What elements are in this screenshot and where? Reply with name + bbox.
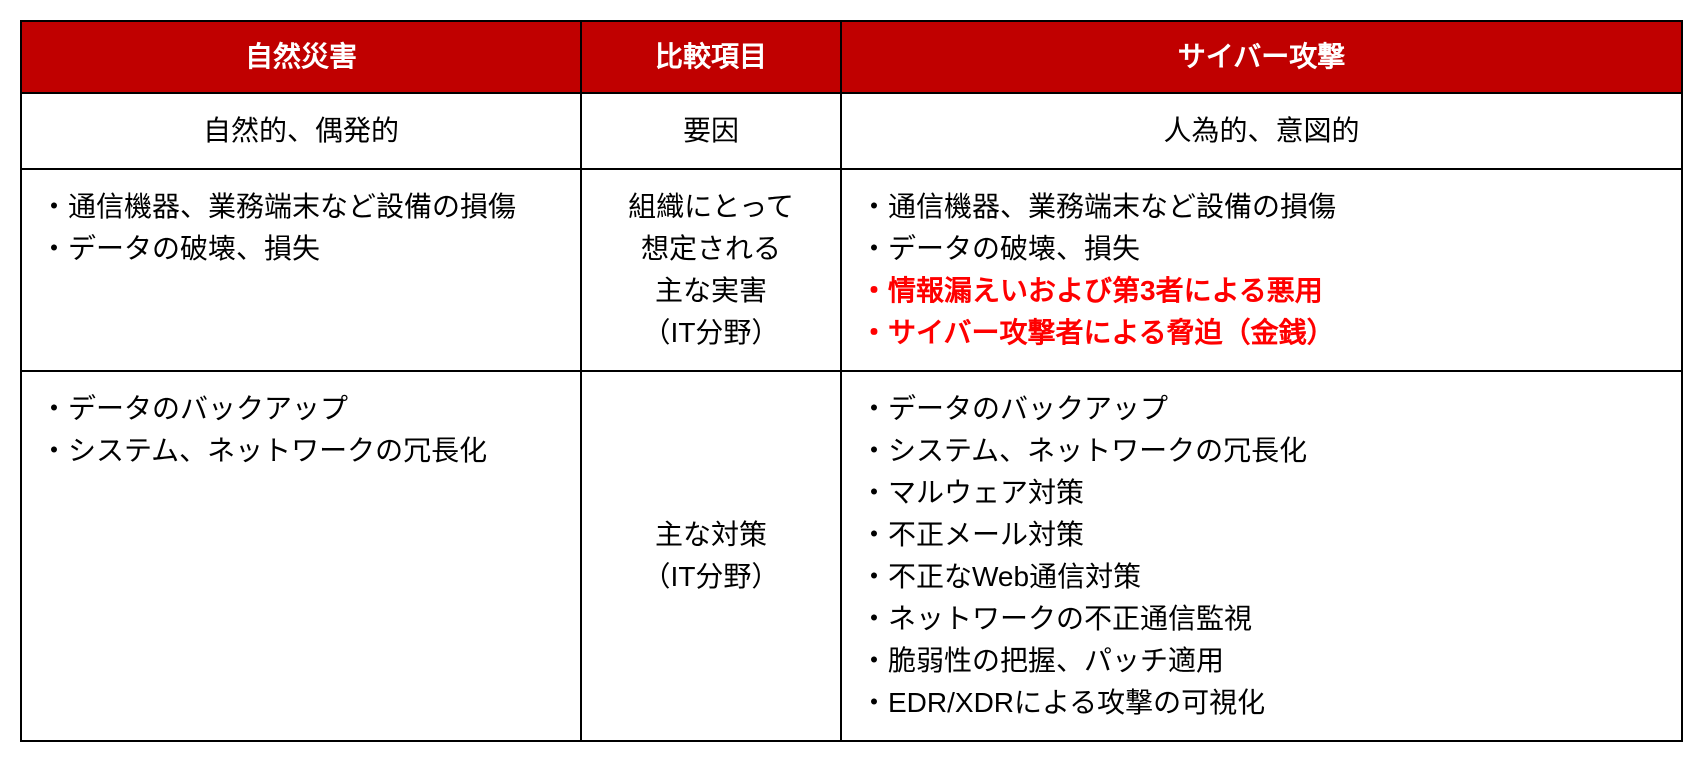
cell-natural: 自然的、偶発的	[21, 93, 581, 169]
table-row: 自然的、偶発的要因人為的、意図的	[21, 93, 1682, 169]
cell-line: ・通信機器、業務端末など設備の損傷	[860, 186, 1663, 228]
table-row: ・データのバックアップ・システム、ネットワークの冗長化主な対策（IT分野）・デー…	[21, 371, 1682, 741]
cell-line: 自然的、偶発的	[40, 110, 562, 152]
cell-natural: ・通信機器、業務端末など設備の損傷・データの破壊、損失	[21, 169, 581, 371]
cell-compare: 要因	[581, 93, 841, 169]
cell-line: 組織にとって	[600, 186, 822, 228]
cell-line: 主な実害	[600, 270, 822, 312]
cell-line: ・情報漏えいおよび第3者による悪用	[860, 270, 1663, 312]
cell-line: ・通信機器、業務端末など設備の損傷	[40, 186, 562, 228]
cell-line: ・サイバー攻撃者による脅迫（金銭）	[860, 312, 1663, 354]
cell-line: ・データのバックアップ	[860, 388, 1663, 430]
cell-cyber: ・データのバックアップ・システム、ネットワークの冗長化・マルウェア対策・不正メー…	[841, 371, 1682, 741]
cell-natural: ・データのバックアップ・システム、ネットワークの冗長化	[21, 371, 581, 741]
cell-cyber: 人為的、意図的	[841, 93, 1682, 169]
cell-line: ・脆弱性の把握、パッチ適用	[860, 640, 1663, 682]
cell-line: ・システム、ネットワークの冗長化	[860, 430, 1663, 472]
cell-line: （IT分野）	[600, 556, 822, 598]
cell-line: 主な対策	[600, 514, 822, 556]
cell-line: ・不正なWeb通信対策	[860, 556, 1663, 598]
cell-line: ・データの破壊、損失	[860, 228, 1663, 270]
table-row: ・通信機器、業務端末など設備の損傷・データの破壊、損失組織にとって想定される主な…	[21, 169, 1682, 371]
cell-compare: 主な対策（IT分野）	[581, 371, 841, 741]
table-body: 自然的、偶発的要因人為的、意図的・通信機器、業務端末など設備の損傷・データの破壊…	[21, 93, 1682, 741]
cell-cyber: ・通信機器、業務端末など設備の損傷・データの破壊、損失・情報漏えいおよび第3者に…	[841, 169, 1682, 371]
cell-compare: 組織にとって想定される主な実害（IT分野）	[581, 169, 841, 371]
cell-line: ・システム、ネットワークの冗長化	[40, 430, 562, 472]
cell-line: 人為的、意図的	[860, 110, 1663, 152]
header-natural-disaster: 自然災害	[21, 21, 581, 93]
header-comparison-item: 比較項目	[581, 21, 841, 93]
cell-line: ・データの破壊、損失	[40, 228, 562, 270]
table-header-row: 自然災害 比較項目 サイバー攻撃	[21, 21, 1682, 93]
cell-line: ・データのバックアップ	[40, 388, 562, 430]
header-cyber-attack: サイバー攻撃	[841, 21, 1682, 93]
cell-line: ・マルウェア対策	[860, 472, 1663, 514]
cell-line: ・EDR/XDRによる攻撃の可視化	[860, 682, 1663, 724]
comparison-table: 自然災害 比較項目 サイバー攻撃 自然的、偶発的要因人為的、意図的・通信機器、業…	[20, 20, 1683, 742]
cell-line: （IT分野）	[600, 312, 822, 354]
cell-line: 要因	[600, 110, 822, 152]
cell-line: 想定される	[600, 228, 822, 270]
cell-line: ・ネットワークの不正通信監視	[860, 598, 1663, 640]
cell-line: ・不正メール対策	[860, 514, 1663, 556]
